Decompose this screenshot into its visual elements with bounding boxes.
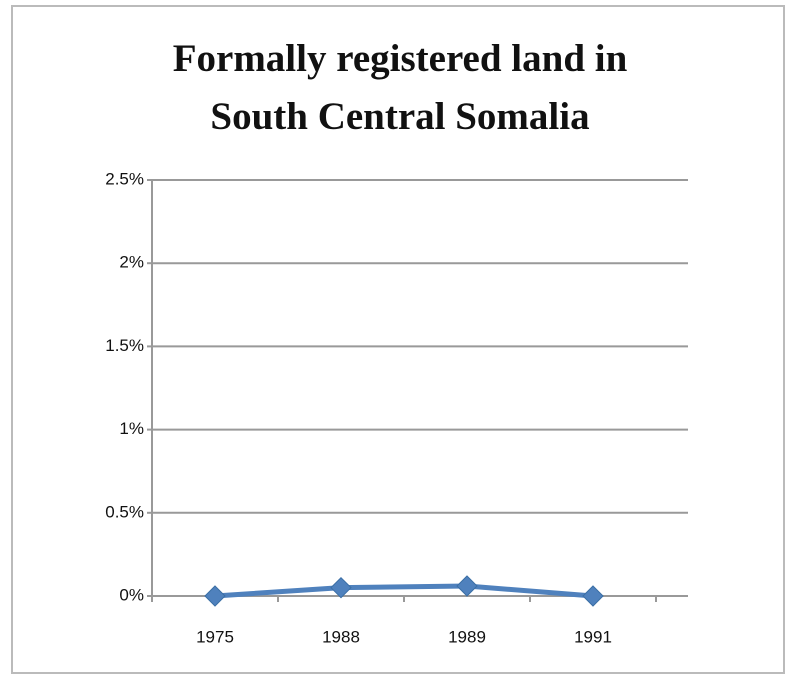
data-line (214, 583, 594, 599)
data-point (204, 585, 226, 607)
y-tick-label: 1% (119, 419, 144, 438)
x-tick-label: 1975 (196, 627, 234, 646)
y-tick-label: 1.5% (105, 336, 144, 355)
y-tick-label: 2% (119, 253, 144, 272)
y-tick-label: 2.5% (105, 169, 144, 188)
y-tick-label: 0% (119, 585, 144, 604)
x-tick-label: 1988 (322, 627, 360, 646)
data-point (330, 576, 352, 599)
chart-title: Formally registered land in South Central… (173, 37, 628, 138)
data-point (582, 585, 604, 607)
data-point (456, 575, 478, 597)
chart-frame (11, 5, 785, 674)
x-tick-label: 1991 (574, 627, 612, 646)
y-tick-label: 0.5% (105, 502, 144, 521)
x-tick-label: 1989 (448, 627, 486, 646)
